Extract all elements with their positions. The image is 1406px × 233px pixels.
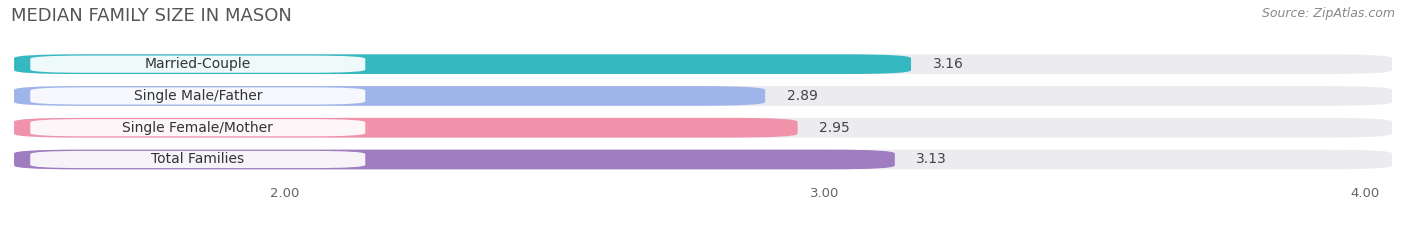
FancyBboxPatch shape <box>31 151 366 168</box>
FancyBboxPatch shape <box>31 87 366 105</box>
Text: Single Female/Mother: Single Female/Mother <box>122 121 273 135</box>
Text: 2.89: 2.89 <box>787 89 818 103</box>
Text: Total Families: Total Families <box>152 153 245 167</box>
Text: 2.95: 2.95 <box>820 121 849 135</box>
FancyBboxPatch shape <box>14 118 1392 137</box>
FancyBboxPatch shape <box>14 118 797 137</box>
FancyBboxPatch shape <box>14 150 894 169</box>
FancyBboxPatch shape <box>14 86 765 106</box>
Text: Source: ZipAtlas.com: Source: ZipAtlas.com <box>1261 7 1395 20</box>
Text: 3.13: 3.13 <box>917 153 948 167</box>
FancyBboxPatch shape <box>14 150 1392 169</box>
FancyBboxPatch shape <box>31 56 366 73</box>
Text: 3.16: 3.16 <box>932 57 963 71</box>
Text: Married-Couple: Married-Couple <box>145 57 250 71</box>
Text: Single Male/Father: Single Male/Father <box>134 89 262 103</box>
FancyBboxPatch shape <box>14 54 1392 74</box>
FancyBboxPatch shape <box>14 54 911 74</box>
FancyBboxPatch shape <box>14 86 1392 106</box>
FancyBboxPatch shape <box>31 119 366 136</box>
Text: MEDIAN FAMILY SIZE IN MASON: MEDIAN FAMILY SIZE IN MASON <box>11 7 292 25</box>
